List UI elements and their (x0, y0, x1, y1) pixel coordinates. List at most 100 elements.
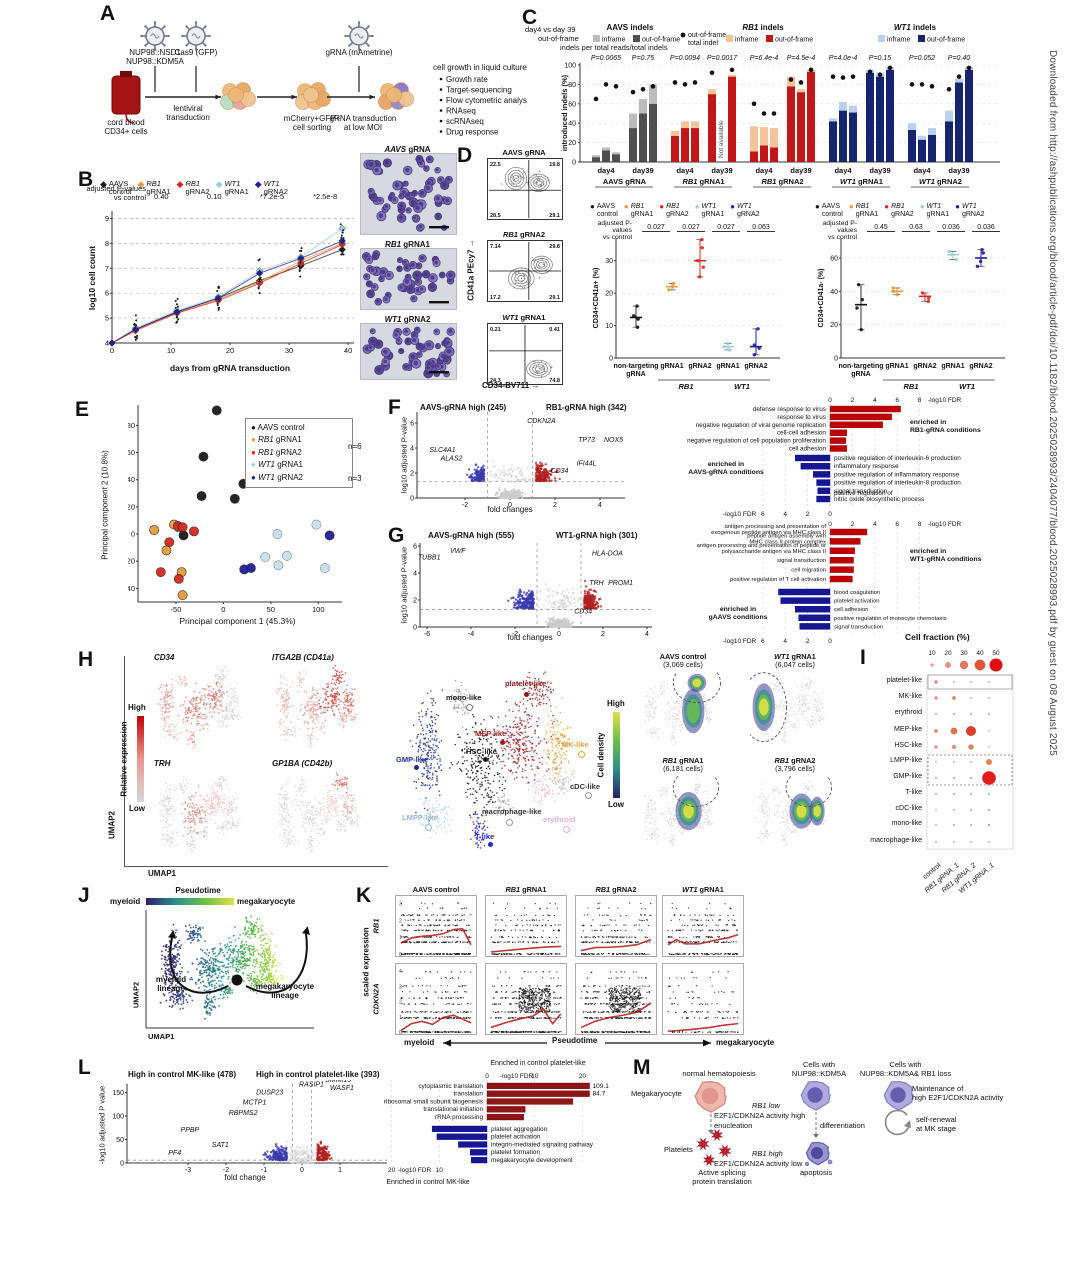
umap-point (180, 683, 182, 686)
nucleus (426, 342, 432, 348)
umap-point (199, 716, 202, 718)
umap-point (217, 699, 220, 702)
volcano-point (471, 477, 474, 480)
umap-point (311, 727, 314, 730)
umap-point (285, 838, 287, 840)
volcano-point (594, 590, 598, 594)
umap-point (284, 794, 286, 796)
umap-point (229, 823, 232, 825)
umap-point (179, 782, 181, 785)
umap-point (224, 715, 227, 718)
umap-point (168, 835, 171, 838)
data-point (752, 343, 757, 347)
umap-point (228, 797, 230, 799)
volcano-point (545, 474, 549, 477)
umap-point (186, 786, 189, 789)
nucleus (427, 157, 432, 161)
replicate-dot (135, 324, 138, 327)
arrowhead (215, 94, 221, 100)
umap-point (220, 709, 222, 711)
volcano-point (503, 473, 506, 477)
umap-point (213, 806, 215, 809)
volcano-point (495, 479, 498, 483)
umap-point (168, 703, 171, 705)
umap-point (219, 802, 221, 804)
go-label: positive regulation of interleukin-8 pro… (834, 480, 961, 487)
total-indel-dot (956, 74, 962, 79)
umap-point (212, 803, 215, 806)
flow-dot (538, 364, 540, 366)
group-label: AAVS gRNA (603, 177, 647, 186)
umap-point (294, 727, 297, 730)
go-label: antigen processing and presentation of p… (697, 543, 826, 549)
umap-point (168, 724, 171, 726)
umap-point (231, 693, 234, 695)
volcano-point (541, 474, 544, 478)
text-label: 4 (873, 397, 877, 404)
umap-point (284, 801, 286, 803)
umap-point (312, 713, 315, 716)
umap-point (330, 682, 333, 685)
replicate-dot (340, 234, 343, 237)
flow-dot (538, 362, 540, 364)
nucleus (372, 284, 376, 289)
total-indel-dot (761, 111, 767, 116)
scale-bar (429, 226, 449, 229)
umap-point (222, 833, 225, 836)
bullet (439, 98, 443, 102)
volcano-point (550, 473, 553, 477)
umap-point (189, 847, 192, 850)
umap-point (203, 830, 205, 832)
volcano-point (588, 605, 592, 608)
umap-point (221, 691, 223, 693)
cell-cluster-icon (378, 82, 414, 110)
umap-point (210, 799, 213, 801)
text-label: out-of-frame (775, 37, 813, 44)
total-indel-dot (682, 82, 688, 87)
text-label: cell growth in liquid culture (433, 63, 527, 72)
umap-point (288, 692, 290, 695)
data-point (297, 254, 305, 262)
umap-point (235, 682, 238, 684)
umap-point (231, 701, 233, 704)
umap-point (324, 711, 326, 713)
flow-dot (537, 264, 540, 266)
text-label: 4 (783, 638, 787, 645)
flow-dot (534, 259, 536, 261)
umap-point (168, 809, 170, 811)
feature-umap (275, 664, 358, 748)
pca-point (161, 545, 172, 556)
umap-point (332, 688, 335, 690)
volcano-point (500, 495, 503, 498)
umap-point (214, 795, 217, 798)
umap-point (320, 705, 323, 708)
gfx (371, 34, 374, 38)
nucleus (448, 329, 453, 334)
volcano-point (565, 594, 568, 598)
volcano-point (535, 588, 538, 592)
umap-point (202, 687, 204, 690)
replicate-dot (257, 259, 260, 262)
side-label: enriched in (720, 606, 756, 613)
flow-dot (501, 183, 503, 185)
volcano-point (510, 597, 513, 600)
umap-point (284, 815, 287, 817)
umap-point (283, 720, 285, 723)
flow-dot (551, 367, 553, 369)
umap-point (198, 722, 200, 725)
umap-point (309, 741, 312, 744)
umap-point (287, 777, 289, 780)
umap-point (299, 673, 301, 675)
gfx (228, 87, 244, 103)
nucleus (405, 167, 410, 173)
text-label: Cas9 (GFP) (175, 48, 218, 57)
panel-label-h: H (78, 648, 94, 671)
feature-title: GP1BA (CD42b) (272, 759, 333, 768)
volcano-point (594, 606, 598, 610)
umap-point (192, 705, 194, 708)
volcano-point (502, 468, 506, 472)
total-indel-dot (692, 80, 698, 85)
text-label: out-of-frame (642, 37, 680, 44)
umap-point (341, 670, 343, 673)
volcano-point (520, 595, 524, 598)
